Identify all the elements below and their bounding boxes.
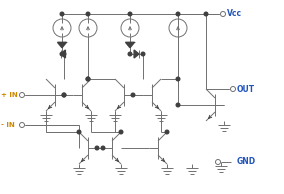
Circle shape bbox=[128, 52, 132, 56]
Circle shape bbox=[216, 159, 220, 165]
Circle shape bbox=[141, 52, 145, 56]
Text: - IN: - IN bbox=[1, 122, 15, 128]
Circle shape bbox=[62, 52, 66, 56]
Circle shape bbox=[20, 93, 24, 98]
Circle shape bbox=[95, 146, 99, 150]
Circle shape bbox=[176, 77, 180, 81]
Polygon shape bbox=[60, 50, 65, 58]
Circle shape bbox=[86, 77, 90, 81]
Text: + IN: + IN bbox=[1, 92, 18, 98]
Polygon shape bbox=[134, 50, 139, 58]
Circle shape bbox=[176, 12, 180, 16]
Text: GND: GND bbox=[237, 158, 256, 166]
Circle shape bbox=[60, 52, 64, 56]
Circle shape bbox=[20, 122, 24, 127]
Circle shape bbox=[101, 146, 105, 150]
Circle shape bbox=[165, 130, 169, 134]
Polygon shape bbox=[126, 42, 135, 48]
Text: OUT: OUT bbox=[237, 85, 255, 94]
Circle shape bbox=[62, 93, 66, 97]
Circle shape bbox=[60, 12, 64, 16]
Circle shape bbox=[86, 77, 90, 81]
Circle shape bbox=[204, 12, 208, 16]
Circle shape bbox=[131, 93, 135, 97]
Text: Vcc: Vcc bbox=[227, 10, 242, 18]
Circle shape bbox=[119, 130, 123, 134]
Circle shape bbox=[231, 87, 235, 92]
Circle shape bbox=[128, 12, 132, 16]
Circle shape bbox=[77, 130, 81, 134]
Circle shape bbox=[220, 11, 225, 16]
Circle shape bbox=[86, 12, 90, 16]
Circle shape bbox=[176, 103, 180, 107]
Polygon shape bbox=[57, 42, 66, 48]
Circle shape bbox=[62, 93, 66, 97]
